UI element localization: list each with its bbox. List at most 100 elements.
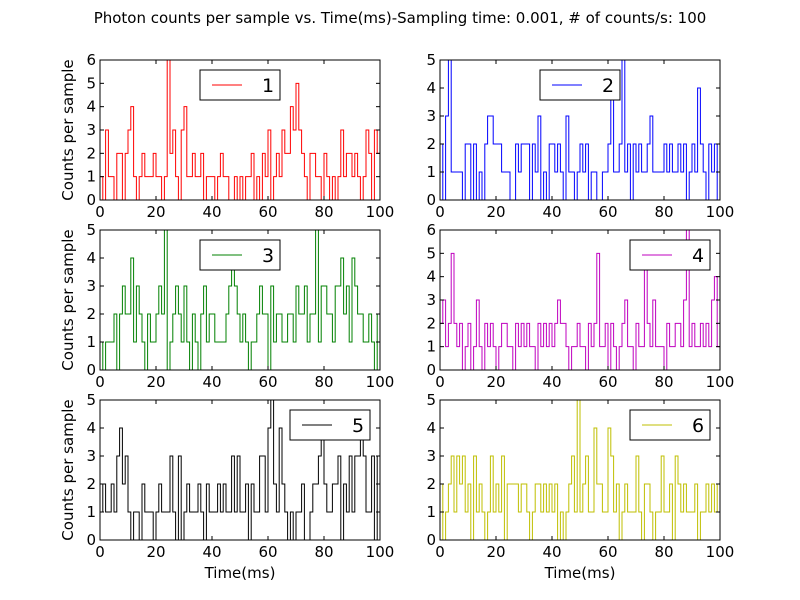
axes-frame <box>99 229 381 371</box>
series-line-6 <box>440 400 720 540</box>
x-tick-label: 20 <box>486 373 505 391</box>
y-axis-label: Counts per sample <box>59 399 77 540</box>
y-axis-label: Counts per sample <box>59 59 77 200</box>
legend-label: 3 <box>262 245 274 267</box>
legend-label: 6 <box>692 415 704 437</box>
axes-frame <box>439 399 721 541</box>
y-tick-label: 4 <box>426 419 436 437</box>
series-line-4 <box>440 230 720 370</box>
y-tick-label: 2 <box>86 475 96 493</box>
y-tick-label: 2 <box>426 314 436 332</box>
x-tick-label: 80 <box>654 203 673 221</box>
y-axis-label: Counts per sample <box>59 229 77 370</box>
x-tick-label: 40 <box>202 543 221 561</box>
x-tick-label: 100 <box>366 373 395 391</box>
x-tick-label: 100 <box>706 203 735 221</box>
x-tick-label: 20 <box>146 373 165 391</box>
y-tick-label: 0 <box>86 191 96 209</box>
y-tick-label: 4 <box>426 268 436 286</box>
x-tick-label: 40 <box>542 543 561 561</box>
chart-panel-4: 0 20 40 60 80 100 0 1 2 3 4 5 6 4 <box>426 221 734 391</box>
series-line-3 <box>100 230 380 370</box>
x-tick-label: 60 <box>258 543 277 561</box>
y-tick-label: 0 <box>86 531 96 549</box>
y-tick-label: 5 <box>426 244 436 262</box>
x-tick-label: 0 <box>435 373 445 391</box>
x-tick-label: 100 <box>706 373 735 391</box>
chart-panel-1: 0 20 40 60 80 100 0 1 2 3 4 5 6 Counts per sample 1 <box>59 51 394 221</box>
x-axis-label: Time(ms) <box>544 564 616 582</box>
y-tick-label: 4 <box>86 98 96 116</box>
y-tick-label: 2 <box>86 305 96 323</box>
chart-panel-3: 0 20 40 60 80 100 0 1 2 3 4 5 Counts per sample 3 <box>59 221 394 391</box>
x-tick-label: 100 <box>366 543 395 561</box>
y-tick-label: 1 <box>86 503 96 521</box>
y-tick-label: 3 <box>426 291 436 309</box>
y-tick-label: 1 <box>86 333 96 351</box>
y-tick-label: 4 <box>86 249 96 267</box>
y-tick-label: 3 <box>86 277 96 295</box>
y-tick-label: 1 <box>426 163 436 181</box>
chart-panel-5: 0 20 40 60 80 100 0 1 2 3 4 5 Counts per sample Time(… <box>59 391 394 582</box>
x-tick-label: 60 <box>258 203 277 221</box>
x-tick-label: 0 <box>435 543 445 561</box>
x-tick-label: 0 <box>435 203 445 221</box>
series-line-2 <box>440 60 720 200</box>
y-tick-label: 6 <box>86 51 96 69</box>
y-tick-label: 3 <box>426 107 436 125</box>
y-tick-label: 0 <box>426 191 436 209</box>
y-tick-label: 4 <box>86 419 96 437</box>
x-tick-label: 0 <box>95 543 105 561</box>
y-tick-label: 3 <box>426 447 436 465</box>
y-tick-label: 5 <box>426 51 436 69</box>
legend-label: 1 <box>262 75 274 97</box>
y-tick-label: 4 <box>426 79 436 97</box>
x-tick-label: 20 <box>146 203 165 221</box>
axes-frame <box>439 59 721 201</box>
x-tick-label: 0 <box>95 373 105 391</box>
x-tick-label: 60 <box>598 203 617 221</box>
x-tick-label: 20 <box>146 543 165 561</box>
y-tick-label: 1 <box>86 168 96 186</box>
chart-panel-6: 0 20 40 60 80 100 0 1 2 3 4 5 Time(ms) 6 <box>426 391 734 582</box>
legend-label: 5 <box>352 415 364 437</box>
x-tick-label: 20 <box>486 543 505 561</box>
x-tick-label: 80 <box>654 373 673 391</box>
y-tick-label: 5 <box>86 221 96 239</box>
x-axis-label: Time(ms) <box>204 564 276 582</box>
y-tick-label: 0 <box>86 361 96 379</box>
y-tick-label: 0 <box>426 531 436 549</box>
y-tick-label: 1 <box>426 503 436 521</box>
x-tick-label: 40 <box>542 203 561 221</box>
figure-title: Photon counts per sample vs. Time(ms)-Sa… <box>93 9 707 27</box>
y-tick-label: 2 <box>426 135 436 153</box>
x-tick-label: 100 <box>706 543 735 561</box>
x-tick-label: 40 <box>542 373 561 391</box>
x-tick-label: 80 <box>314 543 333 561</box>
x-tick-label: 60 <box>258 373 277 391</box>
legend-label: 2 <box>602 75 614 97</box>
y-tick-label: 0 <box>426 361 436 379</box>
series-line-1 <box>100 60 380 200</box>
x-tick-label: 80 <box>314 203 333 221</box>
x-tick-label: 40 <box>202 203 221 221</box>
y-tick-label: 3 <box>86 447 96 465</box>
y-tick-label: 5 <box>426 391 436 409</box>
x-tick-label: 80 <box>654 543 673 561</box>
x-tick-label: 20 <box>486 203 505 221</box>
chart-panel-2: 0 20 40 60 80 100 0 1 2 3 4 5 2 <box>426 51 734 221</box>
x-tick-label: 60 <box>598 373 617 391</box>
y-tick-label: 1 <box>426 338 436 356</box>
x-tick-label: 60 <box>598 543 617 561</box>
x-tick-label: 40 <box>202 373 221 391</box>
x-tick-label: 0 <box>95 203 105 221</box>
legend-label: 4 <box>692 245 704 267</box>
axes-frame <box>99 399 381 541</box>
x-tick-label: 100 <box>366 203 395 221</box>
y-tick-label: 2 <box>86 144 96 162</box>
y-tick-label: 3 <box>86 121 96 139</box>
y-tick-label: 5 <box>86 74 96 92</box>
x-tick-label: 80 <box>314 373 333 391</box>
y-tick-label: 2 <box>426 475 436 493</box>
